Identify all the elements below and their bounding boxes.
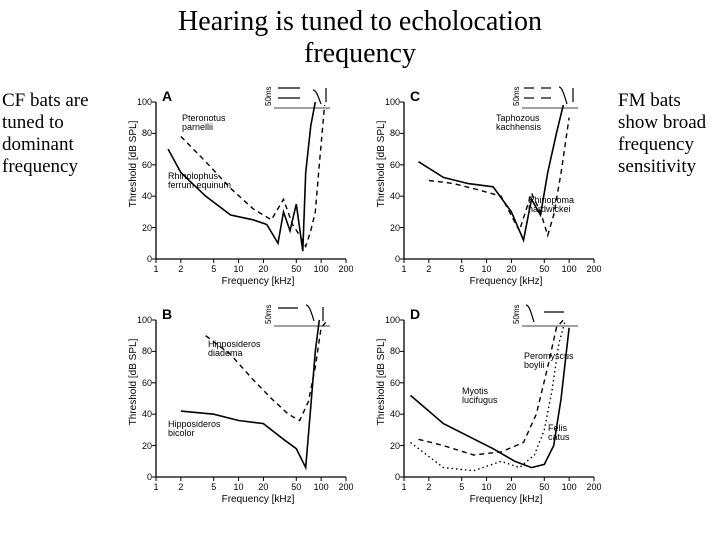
species-label: Pteronotusparnellii bbox=[182, 114, 226, 133]
title-line-1: Hearing is tuned to echolocation bbox=[178, 6, 542, 37]
x-tick-label: 20 bbox=[253, 264, 273, 274]
x-tick-label: 100 bbox=[311, 264, 331, 274]
x-tick-label: 1 bbox=[394, 264, 414, 274]
x-tick-label: 20 bbox=[253, 482, 273, 492]
species-label: Peromyscusboylii bbox=[524, 352, 574, 371]
x-tick-label: 50 bbox=[534, 264, 554, 274]
panel-letter: A bbox=[162, 88, 172, 104]
y-tick-label: 100 bbox=[132, 97, 152, 107]
scale-label: 50ms bbox=[264, 86, 273, 106]
x-tick-label: 1 bbox=[146, 482, 166, 492]
x-tick-label: 100 bbox=[559, 482, 579, 492]
y-tick-label: 80 bbox=[380, 128, 400, 138]
x-tick-label: 50 bbox=[286, 264, 306, 274]
x-tick-label: 10 bbox=[229, 482, 249, 492]
panel-letter: C bbox=[410, 88, 420, 104]
x-tick-label: 100 bbox=[559, 264, 579, 274]
y-tick-label: 0 bbox=[132, 254, 152, 264]
x-tick-label: 5 bbox=[452, 482, 472, 492]
y-tick-label: 20 bbox=[380, 223, 400, 233]
x-tick-label: 1 bbox=[146, 264, 166, 274]
panel-A: A50msThreshold [dB SPL]Frequency [kHz]02… bbox=[118, 84, 366, 302]
y-tick-label: 20 bbox=[380, 441, 400, 451]
content-area: CF bats are tuned to dominant frequency … bbox=[0, 90, 720, 530]
species-label: Taphozouskachhensis bbox=[496, 114, 541, 133]
slide-title: Hearing is tuned to echolocation frequen… bbox=[0, 0, 720, 70]
y-tick-label: 40 bbox=[380, 409, 400, 419]
species-label: Hipposiderosdiadema bbox=[208, 340, 261, 359]
y-tick-label: 100 bbox=[380, 97, 400, 107]
x-tick-label: 2 bbox=[419, 482, 439, 492]
x-tick-label: 50 bbox=[286, 482, 306, 492]
y-tick-label: 0 bbox=[380, 254, 400, 264]
x-tick-label: 2 bbox=[419, 264, 439, 274]
x-tick-label: 10 bbox=[229, 264, 249, 274]
x-axis-label: Frequency [kHz] bbox=[178, 276, 338, 287]
y-tick-label: 0 bbox=[132, 472, 152, 482]
x-tick-label: 200 bbox=[336, 482, 356, 492]
species-label: Myotislucifugus bbox=[462, 387, 498, 406]
y-tick-label: 40 bbox=[380, 191, 400, 201]
y-tick-label: 60 bbox=[380, 160, 400, 170]
y-tick-label: 80 bbox=[132, 346, 152, 356]
panel-letter: B bbox=[162, 306, 172, 322]
x-tick-label: 5 bbox=[204, 482, 224, 492]
x-tick-label: 2 bbox=[171, 264, 191, 274]
y-tick-label: 80 bbox=[380, 346, 400, 356]
y-tick-label: 20 bbox=[132, 441, 152, 451]
y-tick-label: 100 bbox=[132, 315, 152, 325]
y-tick-label: 20 bbox=[132, 223, 152, 233]
plots-grid: A50msThreshold [dB SPL]Frequency [kHz]02… bbox=[118, 84, 614, 524]
x-axis-label: Frequency [kHz] bbox=[426, 494, 586, 505]
species-label: Feliscatus bbox=[548, 424, 570, 443]
scale-label: 50ms bbox=[512, 86, 521, 106]
x-tick-label: 10 bbox=[477, 264, 497, 274]
right-caption: FM bats show broad frequency sensitivity bbox=[618, 90, 718, 177]
y-tick-label: 60 bbox=[132, 378, 152, 388]
x-tick-label: 2 bbox=[171, 482, 191, 492]
x-tick-label: 50 bbox=[534, 482, 554, 492]
x-tick-label: 1 bbox=[394, 482, 414, 492]
y-tick-label: 80 bbox=[132, 128, 152, 138]
species-label: Rhinopomahardwickei bbox=[528, 196, 574, 215]
x-tick-label: 200 bbox=[336, 264, 356, 274]
x-tick-label: 5 bbox=[204, 264, 224, 274]
panel-D: D50msThreshold [dB SPL]Frequency [kHz]02… bbox=[366, 302, 614, 520]
left-caption: CF bats are tuned to dominant frequency bbox=[2, 90, 112, 177]
x-tick-label: 5 bbox=[452, 264, 472, 274]
panel-B: B50msThreshold [dB SPL]Frequency [kHz]02… bbox=[118, 302, 366, 520]
y-tick-label: 60 bbox=[380, 378, 400, 388]
species-label: Hipposiderosbicolor bbox=[168, 420, 221, 439]
scale-label: 50ms bbox=[512, 304, 521, 324]
x-tick-label: 10 bbox=[477, 482, 497, 492]
title-line-2: frequency bbox=[304, 38, 416, 69]
x-tick-label: 100 bbox=[311, 482, 331, 492]
x-tick-label: 20 bbox=[501, 264, 521, 274]
panel-C: C50msThreshold [dB SPL]Frequency [kHz]02… bbox=[366, 84, 614, 302]
y-tick-label: 40 bbox=[132, 409, 152, 419]
y-tick-label: 100 bbox=[380, 315, 400, 325]
y-tick-label: 0 bbox=[380, 472, 400, 482]
y-tick-label: 60 bbox=[132, 160, 152, 170]
x-axis-label: Frequency [kHz] bbox=[178, 494, 338, 505]
scale-label: 50ms bbox=[264, 304, 273, 324]
panel-letter: D bbox=[410, 306, 420, 322]
x-axis-label: Frequency [kHz] bbox=[426, 276, 586, 287]
y-tick-label: 40 bbox=[132, 191, 152, 201]
x-tick-label: 200 bbox=[584, 482, 604, 492]
species-label: Rhinolophusferrum equinum bbox=[168, 172, 231, 191]
x-tick-label: 20 bbox=[501, 482, 521, 492]
x-tick-label: 200 bbox=[584, 264, 604, 274]
